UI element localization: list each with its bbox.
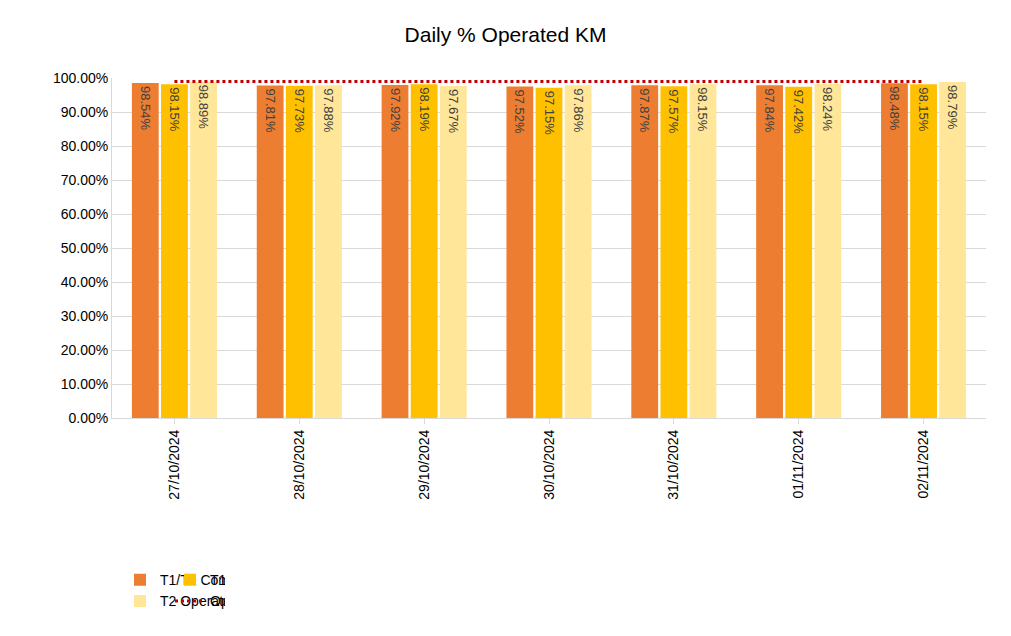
svg-text:97.92%: 97.92% <box>388 88 403 133</box>
svg-text:97.52%: 97.52% <box>512 89 527 134</box>
svg-text:10.00%: 10.00% <box>61 376 108 392</box>
svg-text:97.87%: 97.87% <box>637 88 652 133</box>
svg-text:97.84%: 97.84% <box>762 88 777 133</box>
svg-text:90.00%: 90.00% <box>61 104 108 120</box>
svg-text:01/11/2024: 01/11/2024 <box>790 429 806 498</box>
svg-text:Daily % Operated KM: Daily % Operated KM <box>405 23 607 46</box>
svg-text:97.57%: 97.57% <box>666 89 681 134</box>
svg-text:80.00%: 80.00% <box>61 138 108 154</box>
svg-text:98.15%: 98.15% <box>695 87 710 132</box>
svg-text:98.15%: 98.15% <box>167 87 182 132</box>
svg-text:98.15%: 98.15% <box>916 87 931 132</box>
svg-text:100.00%: 100.00% <box>53 70 108 86</box>
svg-text:Operated KM Target: Operated KM Target <box>210 593 225 609</box>
svg-text:98.89%: 98.89% <box>196 85 211 130</box>
svg-text:20.00%: 20.00% <box>61 342 108 358</box>
svg-text:29/10/2024: 29/10/2024 <box>416 429 432 499</box>
svg-text:98.19%: 98.19% <box>417 87 432 132</box>
svg-text:97.88%: 97.88% <box>321 88 336 133</box>
svg-text:60.00%: 60.00% <box>61 206 108 222</box>
svg-text:97.42%: 97.42% <box>791 90 806 135</box>
svg-text:70.00%: 70.00% <box>61 172 108 188</box>
svg-text:T1/T2 Combined Operated KM %: T1/T2 Combined Operated KM % <box>160 572 225 588</box>
svg-text:30/10/2024: 30/10/2024 <box>541 429 557 499</box>
svg-text:98.54%: 98.54% <box>138 86 153 131</box>
svg-text:31/10/2024: 31/10/2024 <box>665 429 681 499</box>
svg-text:97.67%: 97.67% <box>446 89 461 134</box>
svg-text:97.81%: 97.81% <box>263 88 278 133</box>
svg-text:97.86%: 97.86% <box>571 88 586 133</box>
svg-text:27/10/2024: 27/10/2024 <box>166 429 182 499</box>
svg-text:98.48%: 98.48% <box>887 86 902 131</box>
svg-text:0.00%: 0.00% <box>68 410 108 426</box>
svg-text:98.24%: 98.24% <box>820 87 835 132</box>
svg-text:02/11/2024: 02/11/2024 <box>915 429 931 498</box>
svg-text:97.73%: 97.73% <box>292 89 307 134</box>
svg-text:28/10/2024: 28/10/2024 <box>291 429 307 499</box>
svg-text:98.79%: 98.79% <box>945 85 960 130</box>
svg-text:T1 Operated KM %: T1 Operated KM % <box>210 572 225 588</box>
svg-text:30.00%: 30.00% <box>61 308 108 324</box>
svg-text:97.15%: 97.15% <box>542 91 557 136</box>
svg-text:40.00%: 40.00% <box>61 274 108 290</box>
svg-text:50.00%: 50.00% <box>61 240 108 256</box>
